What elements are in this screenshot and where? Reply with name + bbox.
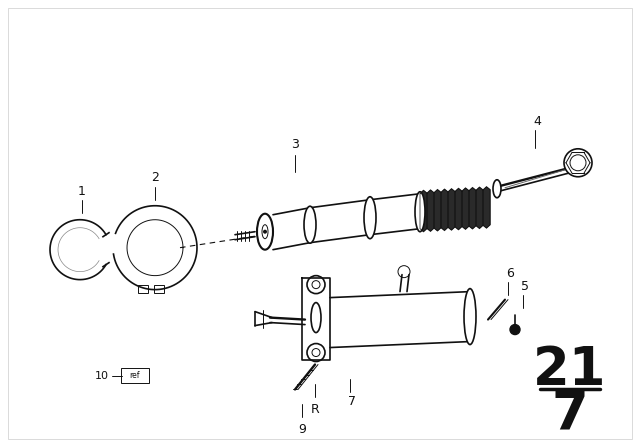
Text: 21: 21: [533, 344, 607, 396]
Polygon shape: [455, 189, 462, 229]
Polygon shape: [420, 190, 427, 232]
Text: 2: 2: [151, 171, 159, 184]
Ellipse shape: [364, 197, 376, 239]
Ellipse shape: [464, 289, 476, 345]
Ellipse shape: [311, 302, 321, 332]
Text: 5: 5: [521, 280, 529, 293]
Text: 7: 7: [348, 395, 356, 408]
Bar: [138, 284, 148, 293]
Bar: [154, 284, 164, 293]
Circle shape: [564, 149, 592, 177]
Polygon shape: [448, 189, 455, 230]
Ellipse shape: [304, 206, 316, 243]
Text: ref: ref: [130, 371, 140, 380]
Polygon shape: [476, 187, 483, 228]
Circle shape: [510, 324, 520, 335]
Text: 6: 6: [506, 267, 514, 280]
Polygon shape: [483, 187, 490, 228]
Text: 3: 3: [291, 138, 299, 151]
Circle shape: [307, 276, 325, 293]
Text: 4: 4: [533, 115, 541, 128]
Polygon shape: [441, 190, 448, 230]
Polygon shape: [469, 188, 476, 228]
Text: 7: 7: [552, 388, 588, 440]
Circle shape: [307, 344, 325, 362]
Polygon shape: [427, 190, 434, 231]
Polygon shape: [462, 188, 469, 229]
Text: 1: 1: [78, 185, 86, 198]
Text: 9: 9: [298, 423, 306, 436]
Text: 10: 10: [95, 370, 109, 380]
Polygon shape: [434, 190, 441, 231]
Ellipse shape: [493, 180, 501, 198]
Ellipse shape: [415, 192, 425, 232]
Text: R: R: [310, 403, 319, 416]
Circle shape: [263, 230, 267, 234]
